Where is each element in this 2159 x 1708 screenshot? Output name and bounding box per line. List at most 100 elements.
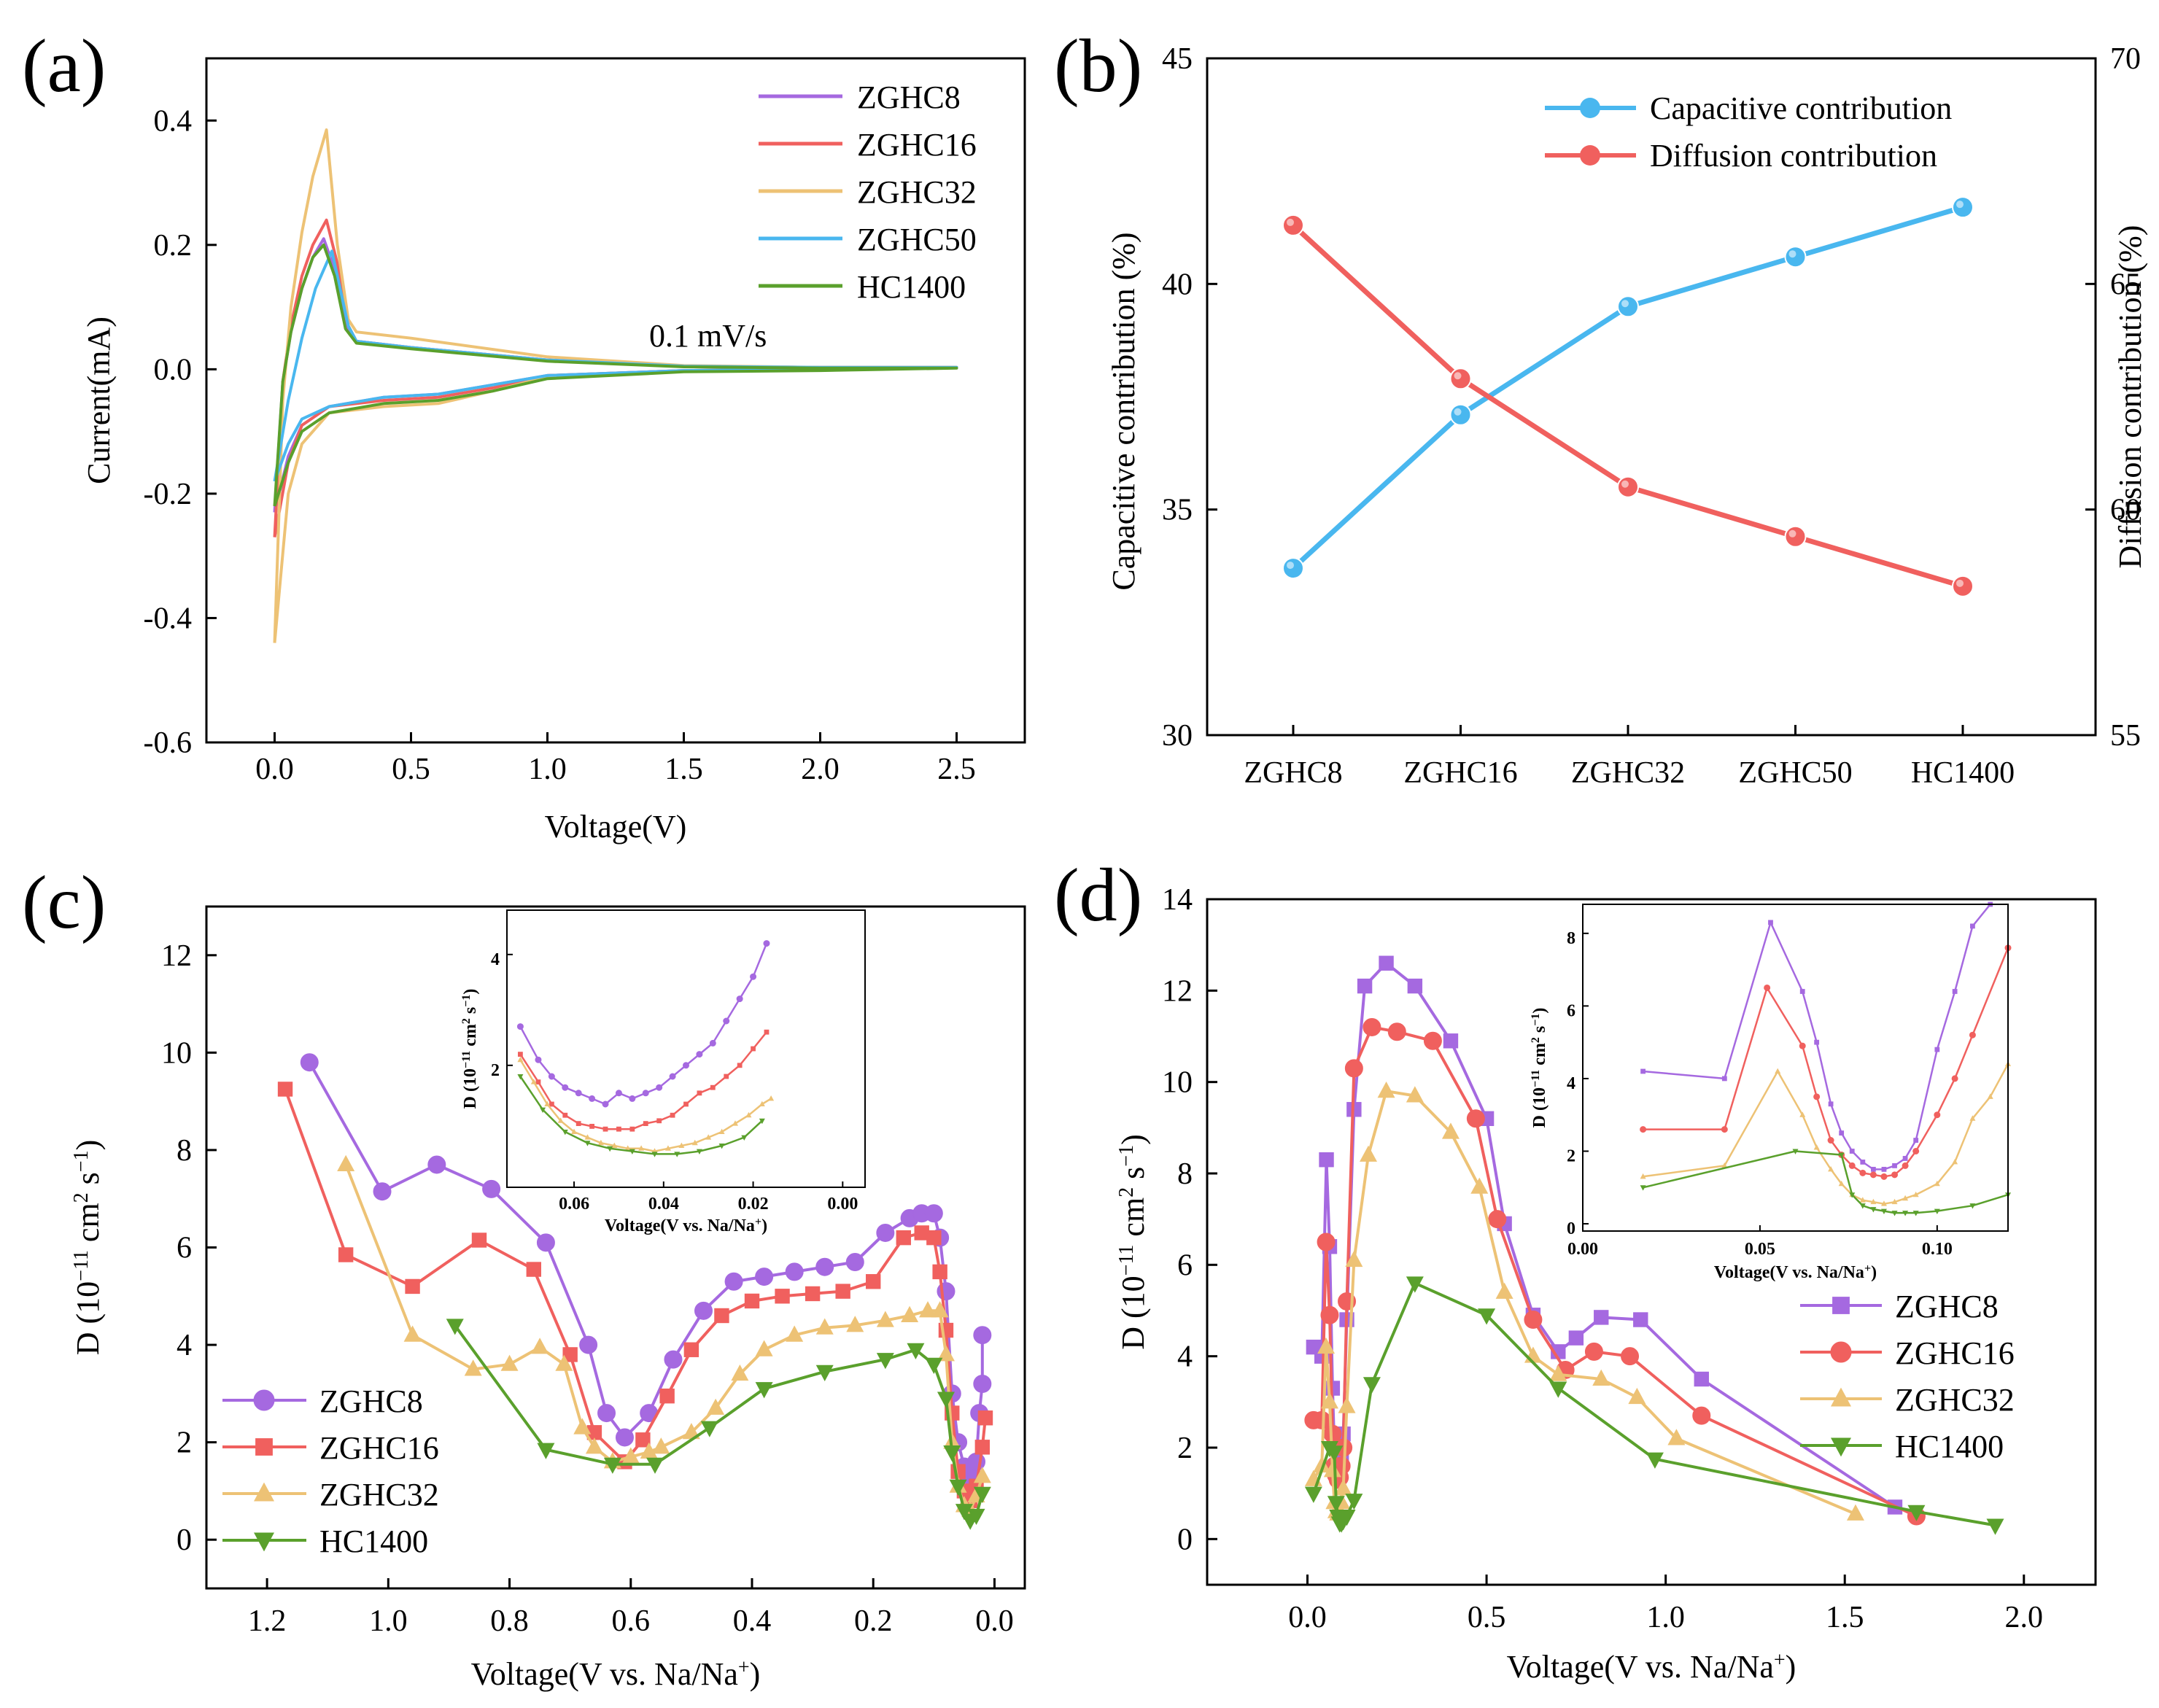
data-point-HC1400 bbox=[1646, 1452, 1664, 1469]
data-point-ZGHC32 bbox=[1912, 1191, 1919, 1197]
legend-marker-ZGHC8 bbox=[253, 1389, 275, 1411]
data-point-ZGHC32 bbox=[718, 1128, 725, 1134]
legend-label-ZGHC8: ZGHC8 bbox=[319, 1383, 423, 1419]
data-point-ZGHC32 bbox=[682, 1423, 700, 1440]
legend-marker-ZGHC16 bbox=[255, 1438, 273, 1456]
data-point-ZGHC8 bbox=[575, 1090, 582, 1097]
legend-label-ZGHC32: ZGHC32 bbox=[857, 174, 977, 210]
data-point-ZGHC8 bbox=[763, 940, 770, 947]
data-point-ZGHC32 bbox=[705, 1134, 712, 1140]
data-point-ZGHC8 bbox=[1721, 1076, 1727, 1082]
series-line-HC1400 bbox=[519, 1076, 763, 1155]
data-point-ZGHC16 bbox=[914, 1225, 929, 1241]
data-point-ZGHC16 bbox=[744, 1293, 760, 1309]
data-point-HC1400 bbox=[584, 1141, 591, 1146]
data-point-ZGHC8 bbox=[602, 1101, 609, 1108]
x-axis-title: Voltage(V vs. Na/Na+) bbox=[1507, 1649, 1796, 1685]
y2-tick-label: 60 bbox=[2110, 494, 2141, 527]
data-point-ZGHC8 bbox=[815, 1257, 834, 1276]
panel-label: (a) bbox=[22, 24, 106, 108]
data-point-ZGHC16 bbox=[764, 1029, 770, 1035]
data-point-ZGHC32 bbox=[1846, 1504, 1864, 1521]
y-tick-label: -0.2 bbox=[144, 478, 193, 511]
legend-marker-HC1400 bbox=[254, 1532, 274, 1552]
data-point-ZGHC16 bbox=[1320, 1305, 1339, 1324]
x-tick-label: 1.0 bbox=[369, 1604, 408, 1638]
data-point-ZGHC32 bbox=[1323, 1461, 1341, 1478]
data-point-ZGHC8 bbox=[924, 1204, 943, 1223]
data-point-ZGHC32 bbox=[973, 1467, 991, 1483]
data-point-ZGHC16 bbox=[974, 1440, 991, 1455]
y-tick-label: 4 bbox=[177, 1329, 192, 1362]
data-point-ZGHC16 bbox=[629, 1126, 635, 1132]
data-point-ZGHC8 bbox=[723, 1017, 730, 1025]
data-point-ZGHC8 bbox=[1379, 955, 1394, 971]
data-point-ZGHC8 bbox=[516, 1023, 524, 1030]
data-point-ZGHC32 bbox=[464, 1359, 482, 1376]
data-point-ZGHC32 bbox=[901, 1305, 919, 1322]
y-tick-label: 2 bbox=[1177, 1432, 1193, 1465]
data-point-ZGHC8 bbox=[694, 1301, 713, 1320]
legend-label-ZGHC16: ZGHC16 bbox=[857, 127, 977, 163]
data-point-ZGHC8 bbox=[736, 995, 743, 1003]
data-point-ZGHC32 bbox=[1870, 1198, 1877, 1205]
data-point-Diffusion contribution bbox=[1952, 575, 1974, 597]
data-point-ZGHC16 bbox=[656, 1118, 662, 1124]
data-point-HC1400 bbox=[562, 1130, 568, 1136]
data-point-ZGHC8 bbox=[1828, 1101, 1834, 1107]
data-point-ZGHC8 bbox=[1357, 978, 1373, 994]
y-tick-label: 35 bbox=[1162, 494, 1193, 527]
data-point-ZGHC8 bbox=[669, 1073, 676, 1080]
data-point-Diffusion contribution bbox=[1449, 368, 1472, 390]
x-tick-label: 2.0 bbox=[2005, 1601, 2044, 1634]
data-point-HC1400 bbox=[1304, 1486, 1322, 1503]
data-point-ZGHC16 bbox=[866, 1274, 881, 1289]
data-point-HC1400 bbox=[967, 1508, 985, 1526]
data-point-ZGHC16 bbox=[1721, 1126, 1728, 1133]
y-tick-label: 45 bbox=[1162, 42, 1193, 76]
data-point-HC1400 bbox=[1838, 1152, 1845, 1158]
legend-label-ZGHC32: ZGHC32 bbox=[319, 1477, 439, 1513]
data-point-ZGHC16 bbox=[518, 1052, 523, 1057]
data-point-ZGHC16 bbox=[1584, 1342, 1603, 1361]
y-tick-label: 10 bbox=[161, 1036, 192, 1070]
data-point-ZGHC8 bbox=[589, 1095, 596, 1102]
data-point-ZGHC16 bbox=[635, 1432, 651, 1448]
data-point-HC1400 bbox=[937, 1391, 955, 1408]
data-point-ZGHC32 bbox=[1628, 1387, 1646, 1405]
legend-marker-ZGHC32 bbox=[254, 1482, 274, 1502]
y-tick-label: 30 bbox=[1162, 719, 1193, 753]
y-axis-title: D (10−11 cm2 s−1) bbox=[1115, 1134, 1152, 1350]
data-point-ZGHC16 bbox=[714, 1308, 729, 1324]
data-point-ZGHC32 bbox=[691, 1139, 698, 1146]
data-point-Capacitive contribution bbox=[1282, 557, 1304, 580]
data-point-HC1400 bbox=[815, 1365, 834, 1382]
data-point-ZGHC32 bbox=[621, 1447, 640, 1464]
data-point-ZGHC32 bbox=[876, 1311, 894, 1327]
data-point-highlight bbox=[1788, 250, 1796, 258]
data-point-ZGHC32 bbox=[1987, 1093, 1993, 1099]
x-tick-label: 0.2 bbox=[854, 1604, 893, 1638]
data-point-ZGHC16 bbox=[643, 1121, 648, 1126]
data-point-HC1400 bbox=[629, 1149, 635, 1154]
x-category-label: ZGHC32 bbox=[1571, 756, 1685, 790]
inset-y-axis-title: D (10−11 cm2 s−1) bbox=[1530, 1008, 1550, 1128]
data-point-ZGHC32 bbox=[678, 1142, 685, 1148]
data-point-ZGHC8 bbox=[548, 1073, 555, 1080]
data-point-ZGHC32 bbox=[1721, 1162, 1728, 1168]
data-point-HC1400 bbox=[1549, 1381, 1567, 1398]
data-point-ZGHC16 bbox=[659, 1388, 675, 1404]
data-point-Capacitive contribution bbox=[1617, 295, 1639, 318]
plot-frame bbox=[506, 909, 866, 1188]
data-point-ZGHC8 bbox=[536, 1233, 555, 1252]
data-point-HC1400 bbox=[517, 1074, 524, 1080]
legend-label-ZGHC8: ZGHC8 bbox=[1895, 1289, 1999, 1324]
data-point-ZGHC32 bbox=[1345, 1250, 1363, 1268]
data-point-ZGHC16 bbox=[932, 1264, 947, 1280]
data-point-HC1400 bbox=[1859, 1203, 1866, 1209]
y-tick-label: 2 bbox=[491, 1061, 500, 1080]
data-point-HC1400 bbox=[876, 1353, 894, 1370]
data-point-ZGHC16 bbox=[1344, 1059, 1363, 1078]
data-point-ZGHC8 bbox=[597, 1404, 616, 1423]
legend-label-Capacitive contribution: Capacitive contribution bbox=[1650, 90, 1952, 126]
